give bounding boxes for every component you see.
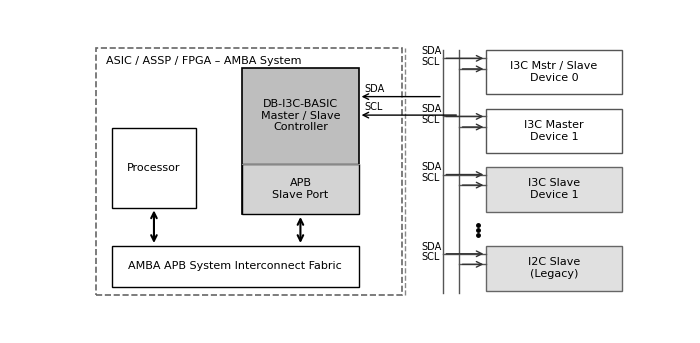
Text: ASIC / ASSP / FPGA – AMBA System: ASIC / ASSP / FPGA – AMBA System (106, 56, 302, 66)
Text: SCL: SCL (421, 57, 440, 67)
Text: SCL: SCL (421, 115, 440, 125)
Text: APB
Slave Port: APB Slave Port (272, 178, 328, 200)
Bar (242, 68, 358, 214)
Text: I3C Mstr / Slave
Device 0: I3C Mstr / Slave Device 0 (510, 61, 598, 83)
Text: SCL: SCL (364, 103, 382, 113)
Text: SDA: SDA (421, 46, 442, 56)
Bar (112, 246, 358, 287)
Text: SDA: SDA (421, 242, 442, 252)
Bar (242, 164, 358, 214)
Text: AMBA APB System Interconnect Fabric: AMBA APB System Interconnect Fabric (129, 261, 342, 271)
Text: SDA: SDA (421, 163, 442, 173)
Text: SCL: SCL (421, 252, 440, 262)
Text: I2C Slave
(Legacy): I2C Slave (Legacy) (528, 258, 580, 279)
Bar (486, 246, 622, 291)
Bar (96, 48, 402, 295)
Bar (112, 128, 196, 208)
Text: SDA: SDA (364, 84, 384, 94)
Text: I3C Master
Device 1: I3C Master Device 1 (524, 120, 584, 142)
Text: Processor: Processor (127, 163, 181, 173)
Bar (486, 167, 622, 212)
Text: DB-I3C-BASIC
Master / Slave
Controller: DB-I3C-BASIC Master / Slave Controller (260, 99, 340, 132)
Text: SDA: SDA (421, 104, 442, 114)
Bar (486, 108, 622, 153)
Text: I3C Slave
Device 1: I3C Slave Device 1 (528, 178, 580, 200)
Bar (486, 50, 622, 94)
Text: SCL: SCL (421, 173, 440, 183)
